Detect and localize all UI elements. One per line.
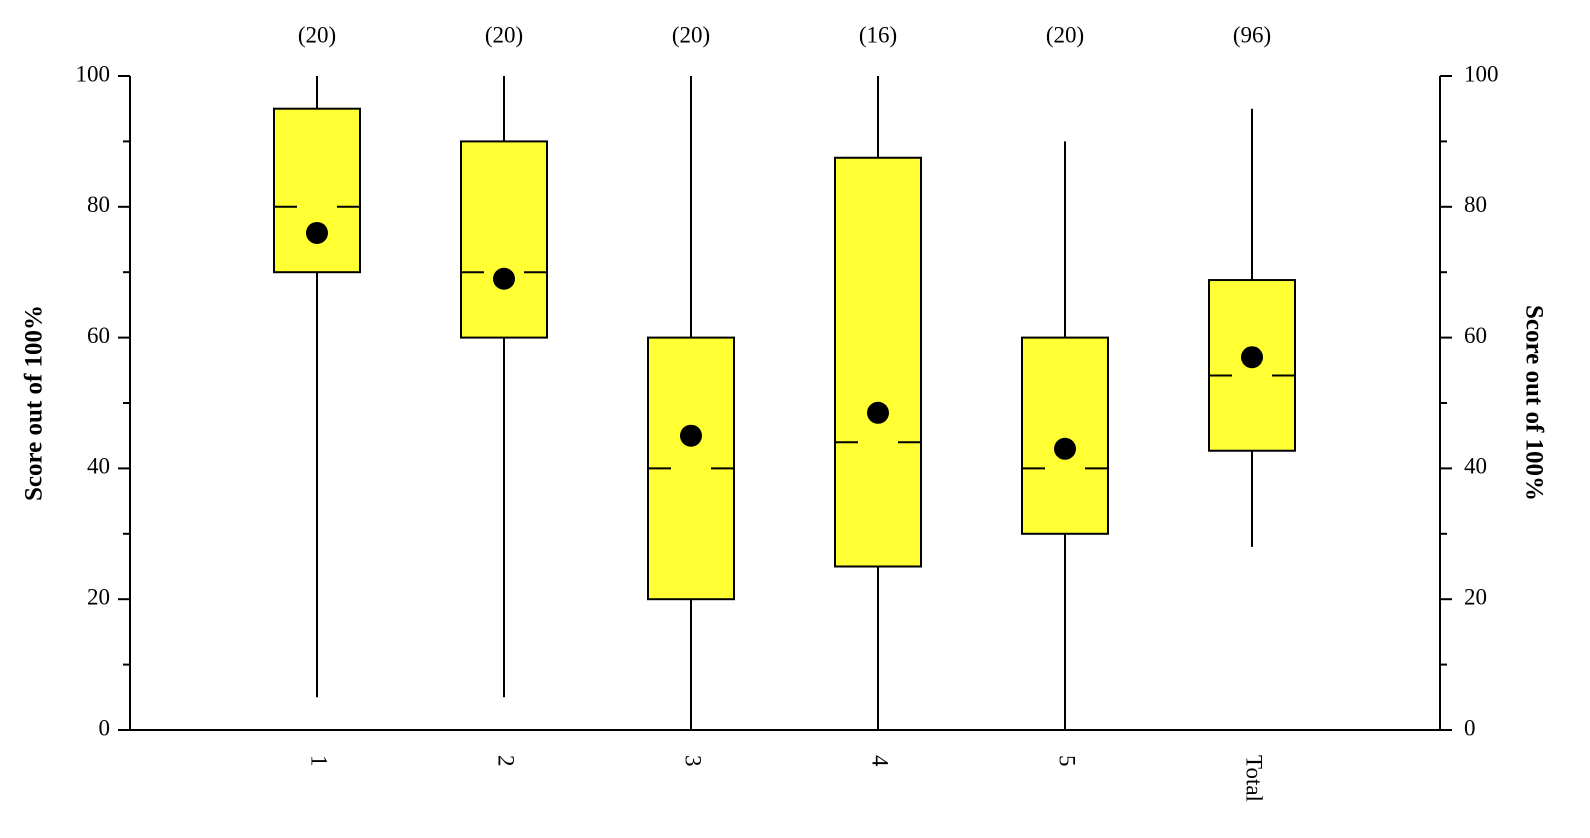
box — [460, 140, 548, 339]
y-tick-label: 40 — [87, 454, 110, 479]
y2-tick-label: 80 — [1464, 192, 1487, 217]
x-tick-label: 5 — [1055, 755, 1080, 767]
box — [273, 107, 361, 274]
y2-tick-label: 60 — [1464, 323, 1487, 348]
count-label: (20) — [672, 22, 710, 47]
y2-axis-title: Score out of 100% — [1520, 305, 1547, 501]
x-tick-label: 2 — [494, 755, 519, 767]
count-label: (20) — [298, 22, 336, 47]
mean-dot — [306, 221, 328, 244]
count-label: (96) — [1233, 22, 1271, 47]
count-label: (16) — [859, 22, 897, 47]
mean-dot — [1054, 437, 1076, 460]
count-label: (20) — [1046, 22, 1084, 47]
x-tick-label: 1 — [307, 755, 332, 767]
y2-tick-label: 40 — [1464, 454, 1487, 479]
y-tick-label: 20 — [87, 584, 110, 609]
y-axis-title: Score out of 100% — [21, 305, 48, 501]
y-tick-label: 60 — [87, 323, 110, 348]
y-tick-label: 100 — [76, 61, 111, 86]
y2-tick-label: 100 — [1464, 61, 1499, 86]
x-tick-label: Total — [1242, 755, 1267, 802]
y2-tick-label: 0 — [1464, 715, 1476, 740]
y2-tick-label: 20 — [1464, 584, 1487, 609]
mean-dot — [1241, 346, 1263, 369]
x-tick-label: 4 — [868, 755, 893, 767]
box — [1021, 336, 1109, 535]
x-tick-label: 3 — [681, 755, 706, 767]
box — [834, 156, 922, 568]
mean-dot — [680, 424, 702, 447]
mean-dot — [867, 401, 889, 424]
y-tick-label: 80 — [87, 192, 110, 217]
count-label: (20) — [485, 22, 523, 47]
mean-dot — [493, 267, 515, 290]
y-tick-label: 0 — [99, 715, 111, 740]
